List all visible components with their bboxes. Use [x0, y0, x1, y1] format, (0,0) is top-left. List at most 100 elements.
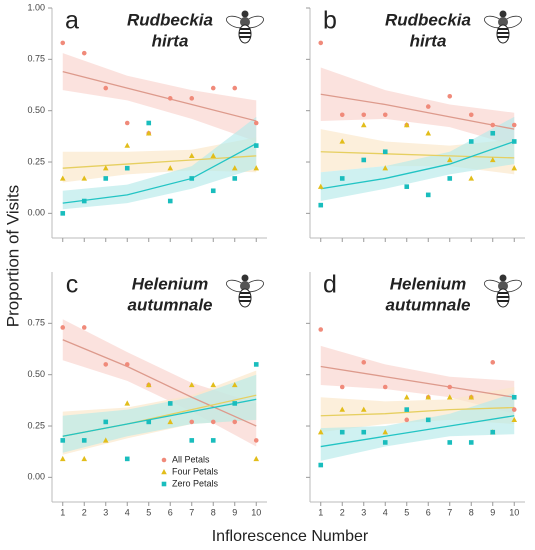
point: [446, 394, 453, 400]
x-tick-label: 1: [60, 507, 65, 517]
point: [210, 188, 216, 194]
fit-line: [320, 415, 515, 448]
point: [81, 175, 88, 181]
x-tick-label: 10: [509, 507, 519, 517]
point: [146, 419, 152, 425]
legend-marker: [161, 469, 167, 475]
point: [210, 85, 216, 91]
point: [188, 152, 195, 159]
point: [59, 175, 66, 181]
bee-thorax: [240, 17, 250, 27]
fit-line: [62, 339, 257, 427]
point: [382, 384, 388, 390]
fit-line: [320, 93, 515, 130]
fit-line: [320, 365, 515, 398]
point: [124, 120, 130, 126]
point: [511, 407, 517, 412]
bee-icon: [484, 274, 522, 308]
x-tick-label: 4: [383, 507, 388, 517]
point: [232, 419, 238, 425]
point: [511, 139, 517, 144]
x-tick-label: 9: [232, 507, 237, 517]
point: [339, 429, 345, 435]
point: [145, 130, 152, 136]
fit-line: [320, 151, 515, 159]
bee-head: [499, 10, 507, 18]
point: [103, 362, 109, 367]
point: [210, 419, 216, 425]
point: [146, 120, 152, 126]
x-tick-label: 4: [125, 507, 130, 517]
point: [339, 384, 345, 390]
legend-marker: [161, 481, 167, 487]
y-axis-title: Proportion of Visits: [3, 185, 22, 327]
point: [81, 198, 87, 204]
point: [167, 198, 173, 204]
point: [103, 419, 109, 425]
point: [446, 156, 453, 163]
point: [425, 417, 431, 423]
fit-line: [62, 155, 257, 169]
point: [339, 176, 345, 181]
fit-line: [320, 406, 515, 417]
point: [124, 165, 130, 171]
x-tick-label: 9: [490, 507, 495, 517]
point: [210, 381, 217, 388]
panel-letter: b: [323, 7, 337, 35]
point: [60, 40, 66, 46]
legend-label: Four Petals: [172, 466, 219, 476]
x-tick-label: 10: [251, 507, 261, 517]
x-tick-label: 8: [211, 507, 216, 517]
point: [317, 429, 324, 435]
confidence-band: [320, 67, 515, 146]
point: [124, 456, 130, 462]
point: [511, 394, 517, 400]
point: [210, 438, 216, 443]
bee-thorax: [498, 17, 508, 27]
x-tick-label: 7: [447, 507, 452, 517]
panel-title: Rudbeckia: [385, 10, 471, 29]
confidence-band: [62, 137, 257, 183]
point: [361, 360, 367, 365]
point: [468, 175, 475, 181]
point: [60, 438, 66, 443]
point: [210, 152, 217, 159]
point: [102, 437, 109, 443]
panel-letter: c: [66, 271, 79, 299]
point: [425, 130, 432, 136]
point: [490, 429, 496, 435]
point: [403, 122, 410, 128]
point: [253, 143, 259, 148]
point: [253, 362, 259, 367]
point: [318, 327, 324, 332]
point: [189, 176, 195, 181]
point: [317, 183, 324, 189]
point: [489, 156, 496, 163]
point: [167, 96, 173, 101]
point: [81, 438, 87, 443]
x-tick-label: 7: [189, 507, 194, 517]
point: [447, 94, 453, 99]
x-tick-label: 2: [82, 507, 87, 517]
confidence-band: [320, 393, 515, 461]
point: [404, 407, 410, 412]
point: [102, 165, 109, 171]
x-tick-label: 8: [469, 507, 474, 517]
point: [490, 360, 496, 365]
point: [188, 381, 195, 388]
panel-title: Helenium: [390, 274, 467, 293]
bee-head: [499, 274, 507, 282]
confidence-band: [320, 116, 515, 202]
point: [490, 130, 496, 136]
x-tick-label: 2: [340, 507, 345, 517]
confidence-band: [62, 116, 257, 210]
point: [253, 120, 259, 126]
y-tick-label: 0.00: [27, 472, 45, 482]
point: [232, 176, 238, 181]
point: [167, 401, 173, 406]
point: [103, 85, 109, 91]
point: [167, 418, 174, 425]
y-tick-label: 0.75: [27, 54, 45, 64]
point: [253, 438, 259, 443]
